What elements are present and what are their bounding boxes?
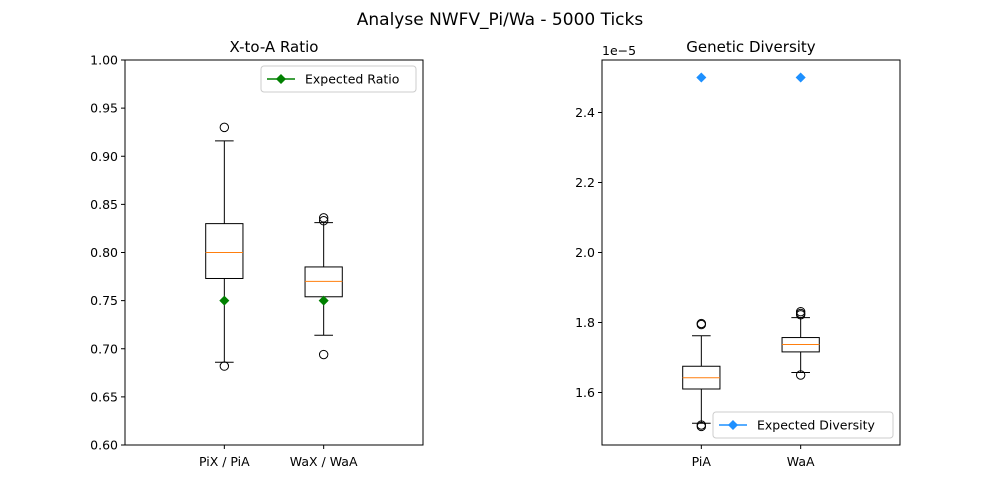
y-offset-label: 1e−5 (602, 43, 636, 58)
y-tick-label: 0.65 (90, 389, 118, 404)
panel-genetic-diversity: Genetic Diversity 1e−5 1.6 1.8 2.0 2.2 2.4 Pi… (575, 38, 901, 469)
figure-suptitle: Analyse NWFV_Pi/Wa - 5000 Ticks (357, 10, 644, 30)
y-tick-label: 2.2 (575, 175, 595, 190)
y-tick-label: 1.00 (90, 53, 118, 68)
expected-marker (795, 72, 806, 83)
y-tick-label: 0.80 (90, 245, 118, 260)
expected-marker (318, 295, 329, 306)
x-tick-label: PiA (692, 454, 712, 469)
y-tick-label: 0.95 (90, 101, 118, 116)
expected-marker (219, 295, 230, 306)
legend-marker (275, 73, 287, 85)
x-tick-label: PiX / PiA (199, 454, 250, 469)
box-plot (682, 318, 721, 432)
outlier-point (795, 306, 806, 317)
plot-layer: 0.60 0.65 0.70 0.75 0.80 0.85 0.90 0.95 1.00 PiX … (90, 53, 424, 469)
outlier-point (219, 122, 230, 133)
y-tick-label: 0.60 (90, 438, 118, 453)
outlier-point (318, 213, 329, 223)
legend: Expected Ratio (260, 65, 417, 93)
y-tick-label: 0.75 (90, 293, 118, 308)
box-plot (205, 122, 244, 371)
outlier-point (318, 349, 329, 360)
legend-box (260, 65, 417, 93)
axes-frame (124, 59, 424, 446)
expected-marker (696, 72, 707, 83)
outlier-point (219, 361, 230, 371)
outlier-point (318, 216, 329, 226)
y-tick-label: 0.90 (90, 149, 118, 164)
outlier-point (696, 420, 707, 430)
outlier-point (795, 370, 806, 380)
box-plot (781, 306, 820, 380)
legend: Expected Diversity (712, 411, 894, 439)
x-tick-label: WaX / WaA (290, 454, 358, 469)
y-tick-label: 1.8 (575, 315, 595, 330)
outlier-point (696, 318, 707, 329)
legend-label: Expected Ratio (305, 72, 399, 87)
legend-box (712, 411, 894, 439)
legend-marker (727, 419, 739, 431)
plot-layer: 1.6 1.8 2.0 2.2 2.4 PiA WaA Expected Diversity (575, 59, 901, 469)
box-iqr (205, 223, 244, 279)
y-tick-label: 0.85 (90, 197, 118, 212)
y-tick-label: 2.4 (575, 105, 595, 120)
panel-x-to-a-ratio: X-to-A Ratio 0.60 0.65 0.70 0.75 0.80 0.85 0.9… (90, 38, 424, 469)
panel-title: Genetic Diversity (686, 38, 816, 56)
y-tick-label: 2.0 (575, 245, 595, 260)
panel-title: X-to-A Ratio (230, 38, 319, 56)
legend-label: Expected Diversity (757, 418, 876, 433)
y-tick-label: 0.70 (90, 341, 118, 356)
axes-frame (601, 59, 901, 446)
x-tick-label: WaA (787, 454, 815, 469)
y-tick-label: 1.6 (575, 385, 595, 400)
